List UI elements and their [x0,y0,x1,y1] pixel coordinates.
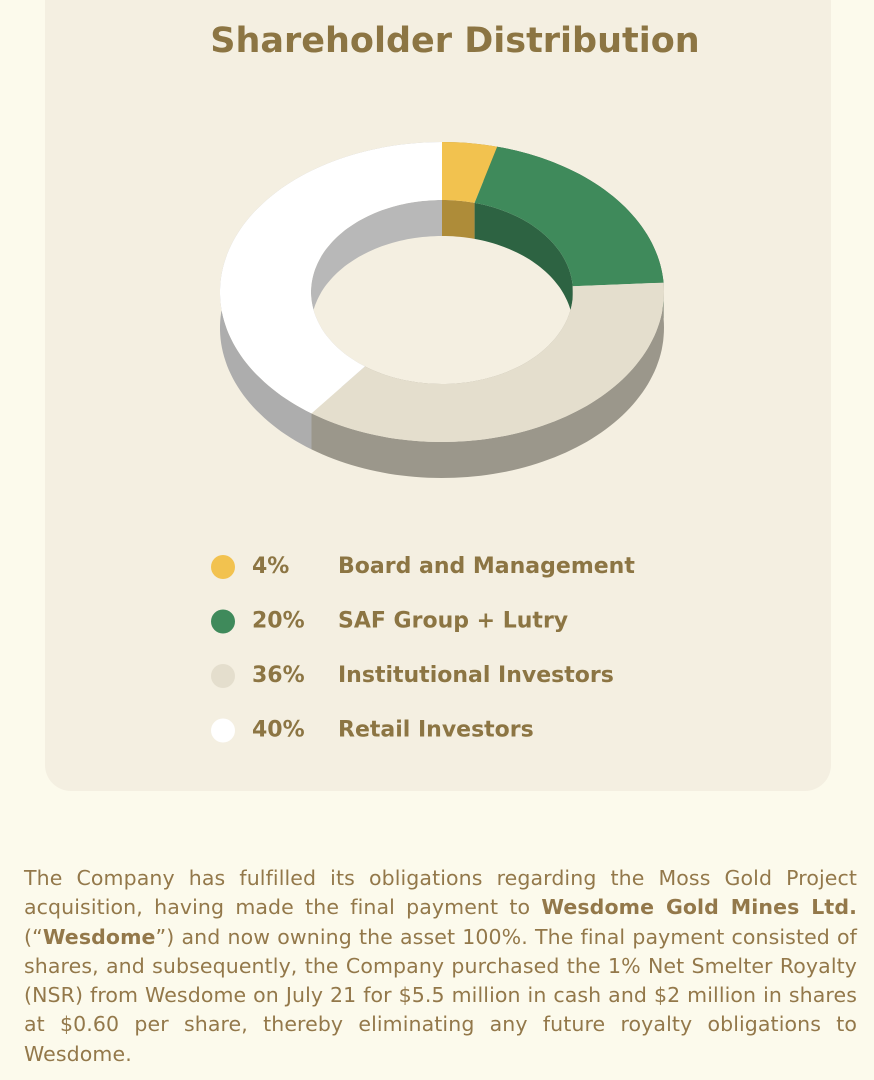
chart: Shareholder Distribution 4% Board and Man… [210,21,700,743]
legend-marker [211,609,235,634]
legend-marker [211,718,235,743]
legend-value: 40% [252,718,305,743]
legend-label: Board and Management [338,554,635,579]
text: The Company has fulfilled its obligation… [24,866,857,920]
legend-value: 36% [252,663,305,688]
legend-label: Retail Investors [338,718,534,743]
bold-text: Wesdome [42,924,156,949]
text: (“ [24,924,43,949]
slice [220,142,442,414]
slice [442,142,498,203]
legend-label: Institutional Investors [338,663,614,688]
slice-wall [311,282,664,478]
bold-text: Wesdome Gold Mines Ltd. [541,895,857,920]
slice-inner-wall [311,200,442,403]
legend-marker [211,664,235,688]
chart-title: Shareholder Distribution [210,21,699,61]
paragraph: The Company has fulfilled its obligation… [24,864,857,1069]
slice-inner-wall [442,200,475,239]
legend-value: 20% [252,609,305,634]
slice [311,282,664,442]
legend-marker [211,555,235,579]
text: ”) and now owning the asset 100%. The fi… [24,924,857,1066]
legend-label: SAF Group + Lutry [338,609,568,634]
slice-inner-wall [474,202,573,323]
legend-value: 4% [252,554,289,579]
slice [474,146,664,287]
